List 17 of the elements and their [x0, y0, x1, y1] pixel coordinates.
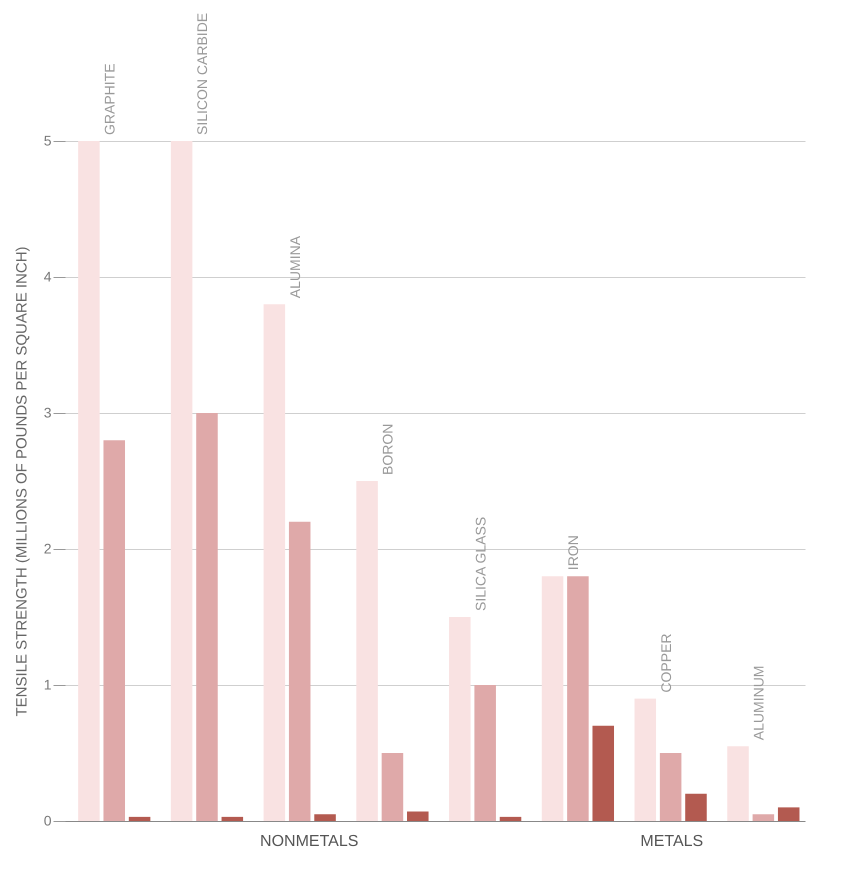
- x-tick-label: BORON: [380, 424, 396, 475]
- x-tick-label: SILICON CARBIDE: [194, 12, 210, 135]
- x-tick-label: ALUMINUM: [750, 666, 767, 740]
- y-axis-title: TENSILE STRENGTH (MILLIONS OF POUNDS PER SQUARE INCH): [14, 246, 31, 717]
- x-tick-label: ALUMINA: [286, 235, 303, 298]
- x-tick-label: IRON: [565, 535, 582, 570]
- x-tick-label: COPPER: [658, 633, 674, 693]
- y-tick-label: 0: [44, 812, 52, 828]
- y-tick-label: 1: [44, 676, 52, 692]
- x-tick-label: SILICA GLASS: [472, 516, 488, 611]
- y-tick-label: 5: [44, 132, 52, 148]
- y-tick-label: 2: [44, 540, 52, 556]
- x-tick-label: GRAPHITE: [101, 63, 118, 135]
- y-tick-label: 4: [44, 268, 52, 284]
- text: NONMETALS: [260, 833, 358, 850]
- text: METALS: [640, 833, 704, 850]
- y-tick-label: 3: [44, 404, 52, 420]
